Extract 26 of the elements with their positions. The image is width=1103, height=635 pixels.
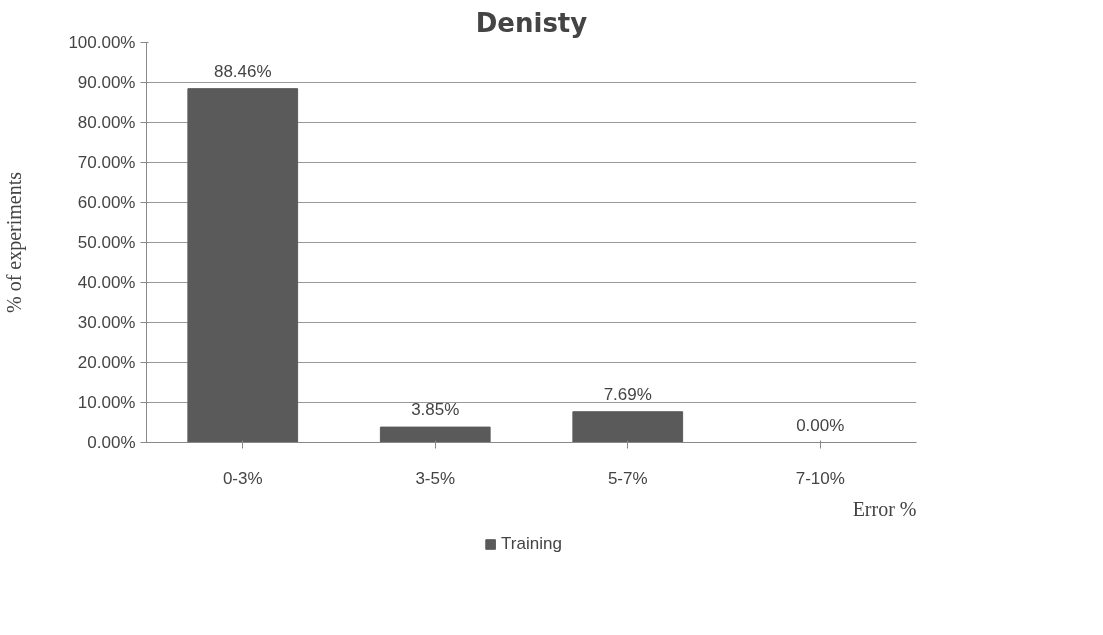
bar (187, 88, 299, 443)
y-tick-label: 70.00% (77, 153, 136, 172)
y-tick-label: 0.00% (87, 433, 136, 452)
x-tick-label: 3-5% (415, 468, 456, 488)
text: 7.69% (603, 384, 652, 404)
y-tick-label: 60.00% (77, 193, 136, 212)
chart-title: Denisty (475, 7, 588, 38)
y-tick-label: 80.00% (77, 113, 136, 132)
legend-label: Training (501, 534, 562, 554)
text: 88.46% (213, 61, 272, 81)
y-tick-label: 30.00% (77, 313, 136, 332)
bar (572, 411, 684, 443)
y-axis-title: % of experiments (3, 171, 27, 314)
y-tick-label: 20.00% (77, 353, 136, 372)
x-tick-label: 0-3% (222, 468, 263, 488)
x-tick-label: 7-10% (795, 468, 845, 488)
y-tick-label: 10.00% (77, 393, 136, 412)
x-tick-label: 5-7% (607, 468, 648, 488)
y-tick-label: 90.00% (77, 73, 136, 92)
y-tick-label: 40.00% (77, 273, 136, 292)
text: 0.00% (796, 415, 845, 435)
text: 3.85% (411, 400, 460, 420)
x-axis-title: Error % (852, 497, 917, 520)
bar (379, 426, 491, 443)
y-tick-label: 50.00% (77, 233, 136, 252)
y-tick-label: 100.00% (68, 33, 136, 52)
